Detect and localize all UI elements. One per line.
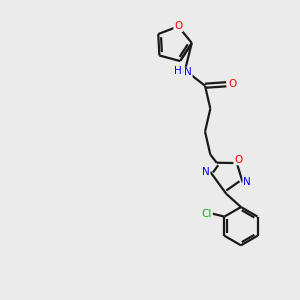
Text: N: N — [243, 177, 251, 187]
Text: O: O — [174, 21, 182, 32]
Text: H: H — [174, 66, 182, 76]
Text: N: N — [202, 167, 210, 177]
Text: Cl: Cl — [202, 209, 212, 219]
Text: O: O — [228, 79, 236, 89]
Text: O: O — [234, 154, 242, 165]
Text: N: N — [184, 68, 192, 77]
